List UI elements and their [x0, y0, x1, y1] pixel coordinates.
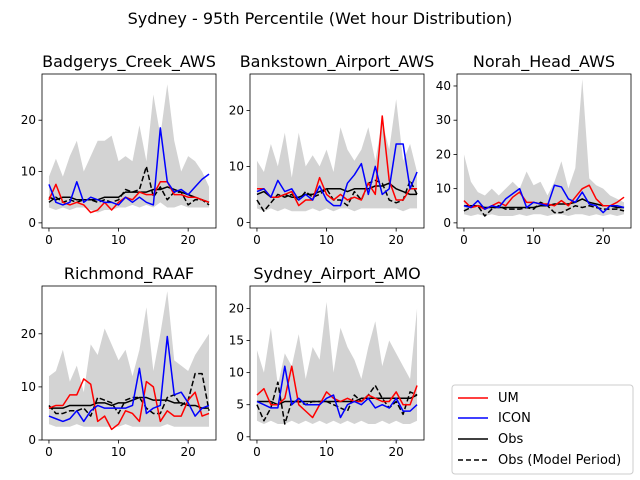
axes-frame-bankstown-airport-aws: [249, 73, 425, 229]
y-tick-label: 0: [236, 430, 244, 444]
axes-frame-norah-head-aws: [456, 73, 632, 229]
x-tick-label: 0: [45, 233, 53, 247]
x-tick-label: 10: [319, 233, 334, 247]
y-tick-label: 5: [236, 398, 244, 412]
x-tick-label: 10: [111, 445, 126, 459]
plot-area-norah-head-aws: [463, 79, 625, 217]
chart-panels: 0 10 20 0 10 20 Badgerys_Creek_AWS 0 10 20 0 10 20 Ba…: [21, 52, 632, 459]
panel-title-sydney-airport-amo: Sydney_Airport_AMO: [253, 264, 420, 284]
y-tick-label: 0: [443, 216, 451, 230]
y-tick-label: 20: [21, 327, 36, 341]
plot-area-sydney-airport-amo: [256, 302, 418, 425]
series-line-obs-richmond-raaf: [48, 396, 210, 409]
series-line-obs-model-period-badgerys-creek-aws: [48, 165, 210, 206]
x-tick-label: 0: [460, 233, 468, 247]
x-tick-label: 10: [111, 233, 126, 247]
x-tick-label: 20: [389, 233, 404, 247]
legend-label-obs-model-period: Obs (Model Period): [498, 453, 621, 468]
series-line-obs-badgerys-creek-aws: [48, 186, 210, 204]
x-tick-label: 20: [181, 233, 196, 247]
series-line-icon-bankstown-airport-aws: [256, 143, 418, 207]
panel-title-richmond-raaf: Richmond_RAAF: [64, 264, 194, 284]
series-line-um-richmond-raaf: [48, 378, 210, 431]
panel-sydney-airport-amo: 0 10 20 0 5 10 15 20 Sydney_Airport_AMO: [229, 264, 425, 459]
x-tick-label: 0: [253, 233, 261, 247]
spread-band-richmond-raaf: [48, 291, 210, 427]
x-tick-label: 20: [181, 445, 196, 459]
series-line-icon-richmond-raaf: [48, 335, 210, 423]
series-line-um-sydney-airport-amo: [256, 365, 418, 419]
y-tick-label: 40: [436, 79, 451, 93]
legend: UM ICON Obs Obs (Model Period): [451, 384, 634, 475]
series-line-obs-norah-head-aws: [463, 198, 625, 209]
y-tick-label: 20: [229, 103, 244, 117]
axes-frame-badgerys-creek-aws: [41, 73, 217, 229]
y-tick-label: 0: [236, 215, 244, 229]
y-tick-label: 15: [229, 334, 244, 348]
panel-richmond-raaf: 0 10 20 0 10 20 Richmond_RAAF: [21, 264, 217, 459]
legend-frame: [451, 384, 634, 475]
legend-label-um: UM: [498, 391, 519, 406]
series-line-obs-sydney-airport-amo: [256, 394, 418, 406]
y-tick-label: 30: [436, 113, 451, 127]
panel-bankstown-airport-aws: 0 10 20 0 10 20 Bankstown_Airport_AWS: [229, 52, 435, 247]
y-tick-label: 0: [28, 433, 36, 447]
y-tick-label: 10: [21, 380, 36, 394]
x-tick-label: 0: [253, 445, 261, 459]
series-line-obs-model-period-richmond-raaf: [48, 372, 210, 417]
series-line-obs-model-period-bankstown-airport-aws: [256, 179, 418, 212]
x-tick-label: 20: [389, 445, 404, 459]
legend-label-obs: Obs: [498, 432, 523, 447]
y-tick-label: 20: [436, 147, 451, 161]
series-line-icon-sydney-airport-amo: [256, 365, 418, 419]
y-tick-label: 20: [21, 113, 36, 127]
axes-frame-sydney-airport-amo: [249, 285, 425, 441]
series-line-um-badgerys-creek-aws: [48, 181, 210, 214]
x-tick-label: 0: [45, 445, 53, 459]
panel-norah-head-aws: 0 10 20 0 10 20 30 40 Norah_Head_AWS: [436, 52, 632, 247]
spread-band-badgerys-creek-aws: [48, 84, 210, 213]
y-tick-label: 10: [21, 165, 36, 179]
panel-badgerys-creek-aws: 0 10 20 0 10 20 Badgerys_Creek_AWS: [21, 52, 217, 247]
x-tick-label: 10: [319, 445, 334, 459]
series-line-icon-badgerys-creek-aws: [48, 127, 210, 206]
legend-label-icon: ICON: [498, 411, 531, 426]
plot-area-richmond-raaf: [48, 291, 210, 431]
panel-title-norah-head-aws: Norah_Head_AWS: [473, 52, 615, 72]
plot-area-badgerys-creek-aws: [48, 84, 210, 214]
axes-frame-richmond-raaf: [41, 285, 217, 441]
figure-title: Sydney - 95th Percentile (Wet hour Distr…: [128, 9, 513, 28]
series-line-icon-norah-head-aws: [463, 184, 625, 214]
panel-title-bankstown-airport-aws: Bankstown_Airport_AWS: [240, 52, 435, 72]
y-tick-label: 10: [436, 182, 451, 196]
y-tick-label: 10: [229, 366, 244, 380]
spread-band-norah-head-aws: [463, 79, 625, 217]
spread-band-bankstown-airport-aws: [256, 99, 418, 212]
x-tick-label: 20: [596, 233, 611, 247]
y-tick-label: 0: [28, 216, 36, 230]
y-tick-label: 20: [229, 301, 244, 315]
y-tick-label: 10: [229, 159, 244, 173]
x-tick-label: 10: [526, 233, 541, 247]
panel-title-badgerys-creek-aws: Badgerys_Creek_AWS: [42, 52, 216, 72]
plot-area-bankstown-airport-aws: [256, 99, 418, 212]
